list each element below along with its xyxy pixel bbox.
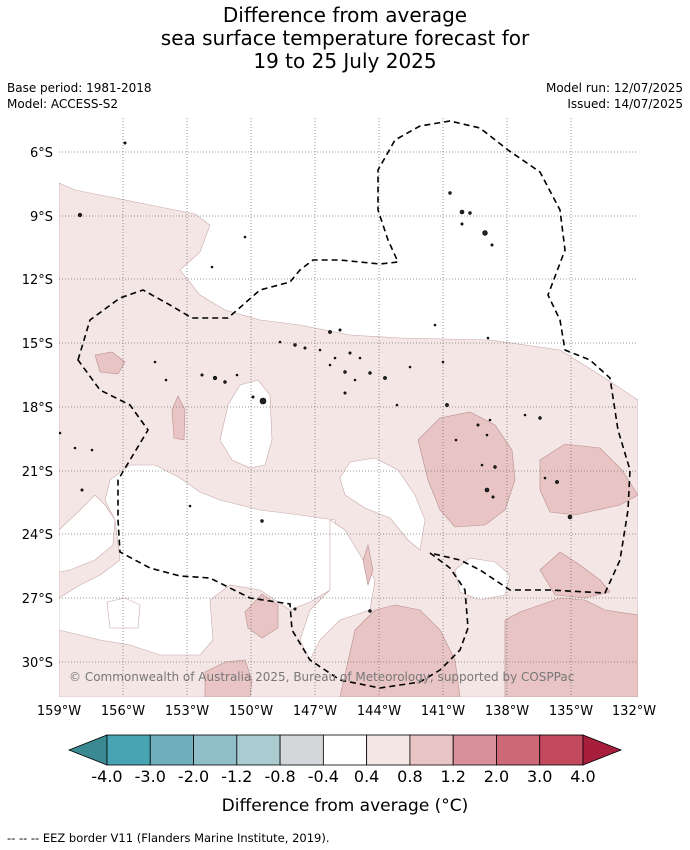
title-line-2: sea surface temperature forecast for [160, 26, 530, 50]
colorbar-tick-label: 0.8 [397, 767, 422, 786]
warm-patch-southeast [504, 597, 638, 697]
lon-tick-132w: 132°W [612, 704, 656, 719]
eez-border [77, 120, 631, 689]
lon-tick-135w: 135°W [549, 704, 593, 719]
lat-tick-15s: 15°S [22, 337, 53, 352]
lon-tick-141w: 141°W [421, 704, 465, 719]
graticule [59, 118, 638, 697]
colorbar-tick-label: -2.0 [178, 767, 209, 786]
colorbar-bin [539, 734, 584, 766]
colorbar-bin [409, 734, 454, 766]
model-run: Model run: 12/07/2025 [545, 81, 683, 95]
neutral-region-small-left [106, 597, 141, 629]
colorbar-tick-label: 0.4 [354, 767, 379, 786]
colorbar-tick-label: -1.2 [221, 767, 252, 786]
warm-patch-southeast-ridge [539, 551, 611, 599]
lon-tick-144w: 144°W [357, 704, 401, 719]
lon-tick-156w: 156°W [101, 704, 145, 719]
lat-tick-21s: 21°S [22, 465, 53, 480]
anomaly-band-0.8-1.2 [94, 351, 638, 697]
lat-tick-27s: 27°S [22, 592, 53, 607]
neutral-region-north-strip [59, 494, 116, 573]
colorbar-tick-label: -0.8 [264, 767, 295, 786]
colorbar-label: Difference from average (°C) [222, 796, 469, 816]
warm-patch-narrow [171, 395, 186, 441]
copyright-notice: © Commonwealth of Australia 2025, Bureau… [69, 670, 574, 684]
lon-axis: 159°W 156°W 153°W 150°W 147°W 144°W 141°… [37, 704, 656, 719]
colorbar-bin [236, 734, 281, 766]
neutral-region-east [339, 457, 426, 551]
colorbar-tick-label: -3.0 [135, 767, 166, 786]
colorbar-bin [322, 734, 368, 766]
lon-tick-138w: 138°W [485, 704, 529, 719]
issued-date: Issued: 14/07/2025 [567, 97, 683, 111]
colorbar-bin [193, 734, 238, 766]
warm-patch-west-small [94, 351, 126, 375]
lat-tick-24s: 24°S [22, 528, 53, 543]
title-line-3: 19 to 25 July 2025 [253, 49, 437, 73]
chart-title: Difference from average sea surface temp… [0, 4, 690, 73]
warm-patch-sliver [362, 543, 374, 587]
colorbar-bin [496, 734, 541, 766]
lon-tick-147w: 147°W [293, 704, 337, 719]
warm-patch-islandish [244, 593, 279, 639]
warm-patch-east [539, 443, 638, 516]
islands [59, 141, 573, 613]
neutral-region-center [219, 379, 273, 469]
lon-tick-150w: 150°W [229, 704, 273, 719]
lat-axis: 6°S 9°S 12°S 15°S 18°S 21°S 24°S 27°S 30… [22, 146, 53, 671]
colorbar-bin [279, 734, 324, 766]
lon-tick-159w: 159°W [37, 704, 81, 719]
lat-tick-18s: 18°S [22, 401, 53, 416]
title-line-1: Difference from average [222, 3, 468, 27]
model-name: Model: ACCESS-S2 [7, 97, 119, 111]
meta-left: Base period: 1981-2018 Model: ACCESS-S2 [7, 80, 152, 112]
map-area: © Commonwealth of Australia 2025, Bureau… [59, 118, 638, 697]
lat-tick-30s: 30°S [22, 656, 53, 671]
colorbar-bin [106, 734, 151, 766]
colorbar-tick-label: 3.0 [527, 767, 552, 786]
base-period: Base period: 1981-2018 [7, 81, 152, 95]
lon-tick-153w: 153°W [165, 704, 209, 719]
colorbar-tick-label: 1.2 [440, 767, 465, 786]
colorbar-bin [366, 734, 411, 766]
neutral-region-southeast [454, 557, 511, 601]
eez-footnote: -- -- -- EEZ border V11 (Flanders Marine… [7, 831, 330, 845]
warm-patch-central-east [417, 411, 516, 528]
lat-tick-6s: 6°S [30, 146, 53, 161]
colorbar-tick-label: 2.0 [484, 767, 509, 786]
lat-tick-12s: 12°S [22, 273, 53, 288]
warm-patch-south [339, 604, 461, 697]
meta-right: Model run: 12/07/2025 Issued: 14/07/2025 [546, 80, 683, 112]
neutral-region-southcentral [299, 519, 376, 661]
lat-tick-9s: 9°S [30, 210, 53, 225]
colorbar: -4.0 -3.0 -2.0 -1.2 -0.8 -0.4 0.4 0.8 1.2 2.0 3.0 4… [67, 734, 623, 786]
colorbar-extend-above [582, 734, 623, 766]
neutral-regions [59, 379, 511, 661]
colorbar-bin [149, 734, 194, 766]
colorbar-extend-below [67, 734, 108, 766]
colorbar-tick-label: -0.4 [308, 767, 339, 786]
colorbar-bin [452, 734, 497, 766]
colorbar-tick-label: -4.0 [91, 767, 122, 786]
colorbar-tick-label: 4.0 [570, 767, 595, 786]
